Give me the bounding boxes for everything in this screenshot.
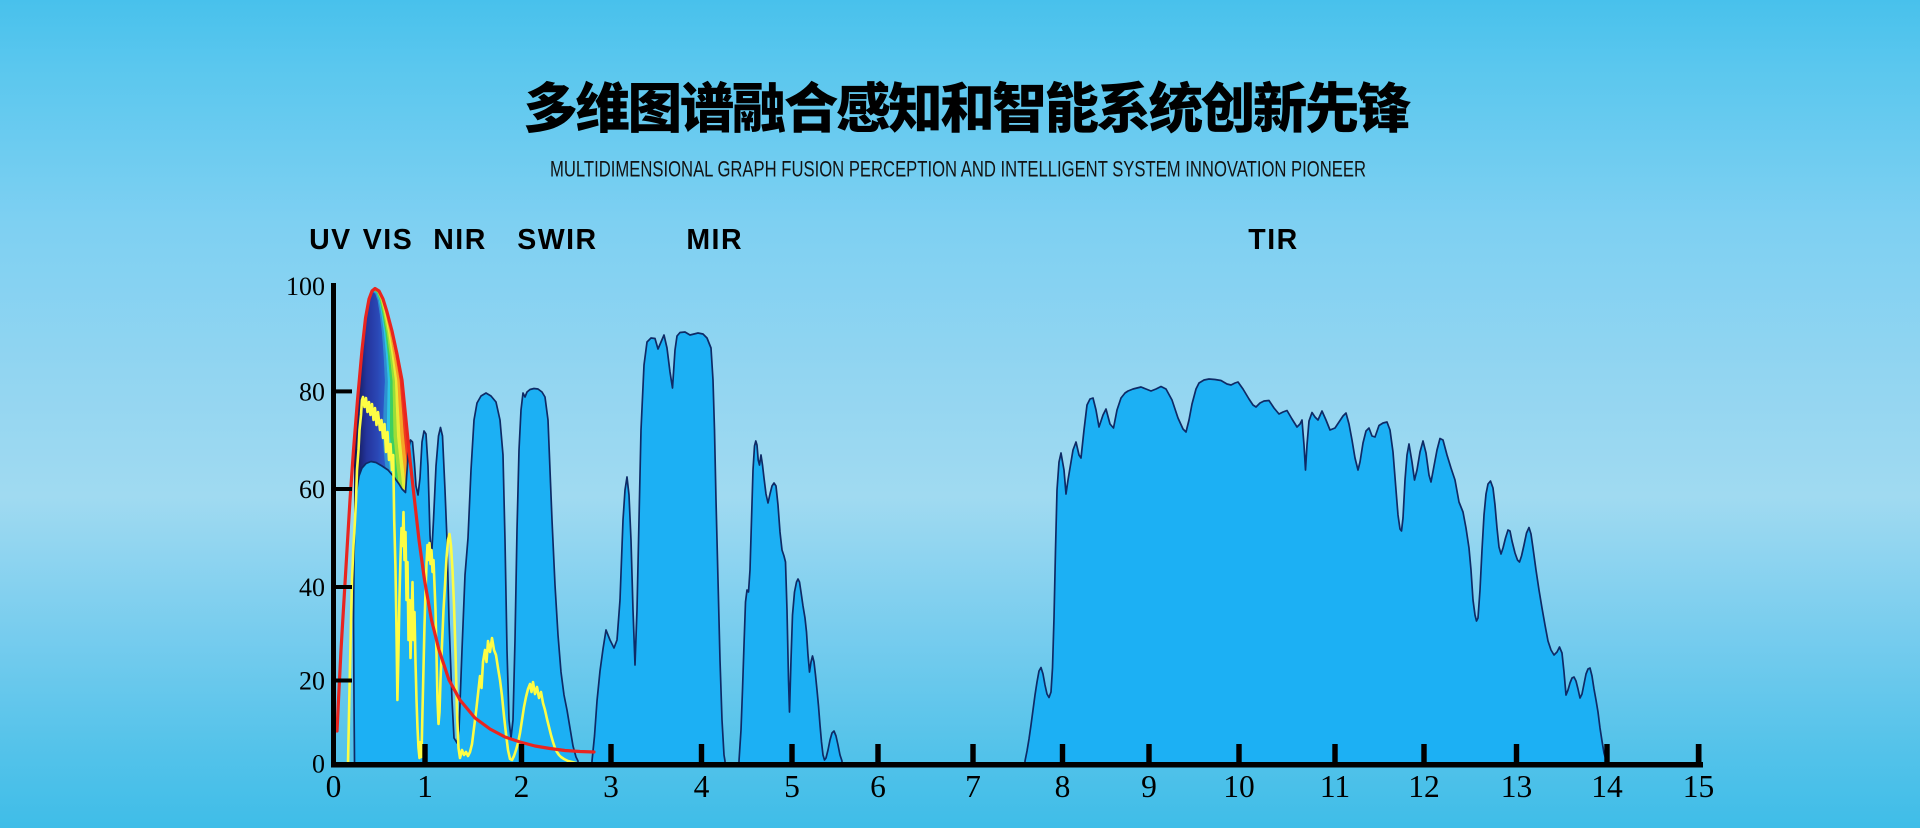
svg-text:VIS: VIS [363,224,413,256]
svg-text:12: 12 [1408,769,1440,804]
svg-text:UV: UV [309,224,352,256]
svg-text:20: 20 [299,667,325,696]
svg-text:6: 6 [870,769,886,804]
svg-text:TIR: TIR [1248,224,1298,256]
svg-text:NIR: NIR [433,224,487,256]
svg-text:5: 5 [784,769,800,804]
svg-text:13: 13 [1501,769,1533,804]
svg-text:1: 1 [417,769,433,804]
svg-text:8: 8 [1055,769,1071,804]
svg-text:0: 0 [326,769,342,804]
svg-text:80: 80 [299,377,325,406]
svg-text:0: 0 [312,750,325,779]
svg-text:2: 2 [514,769,530,804]
svg-text:60: 60 [299,475,325,504]
svg-text:10: 10 [1223,769,1255,804]
svg-text:15: 15 [1683,769,1715,804]
svg-text:40: 40 [299,573,325,602]
svg-text:3: 3 [603,769,619,804]
svg-text:SWIR: SWIR [517,224,597,256]
svg-text:11: 11 [1320,769,1350,804]
svg-text:7: 7 [965,769,981,804]
svg-text:4: 4 [694,769,710,804]
svg-text:100: 100 [286,272,325,301]
svg-text:9: 9 [1141,769,1157,804]
svg-text:MULTIDIMENSIONAL GRAPH FUSION: MULTIDIMENSIONAL GRAPH FUSION PERCEPTION… [550,157,1366,182]
svg-text:14: 14 [1591,769,1623,804]
svg-text:MIR: MIR [686,224,743,256]
